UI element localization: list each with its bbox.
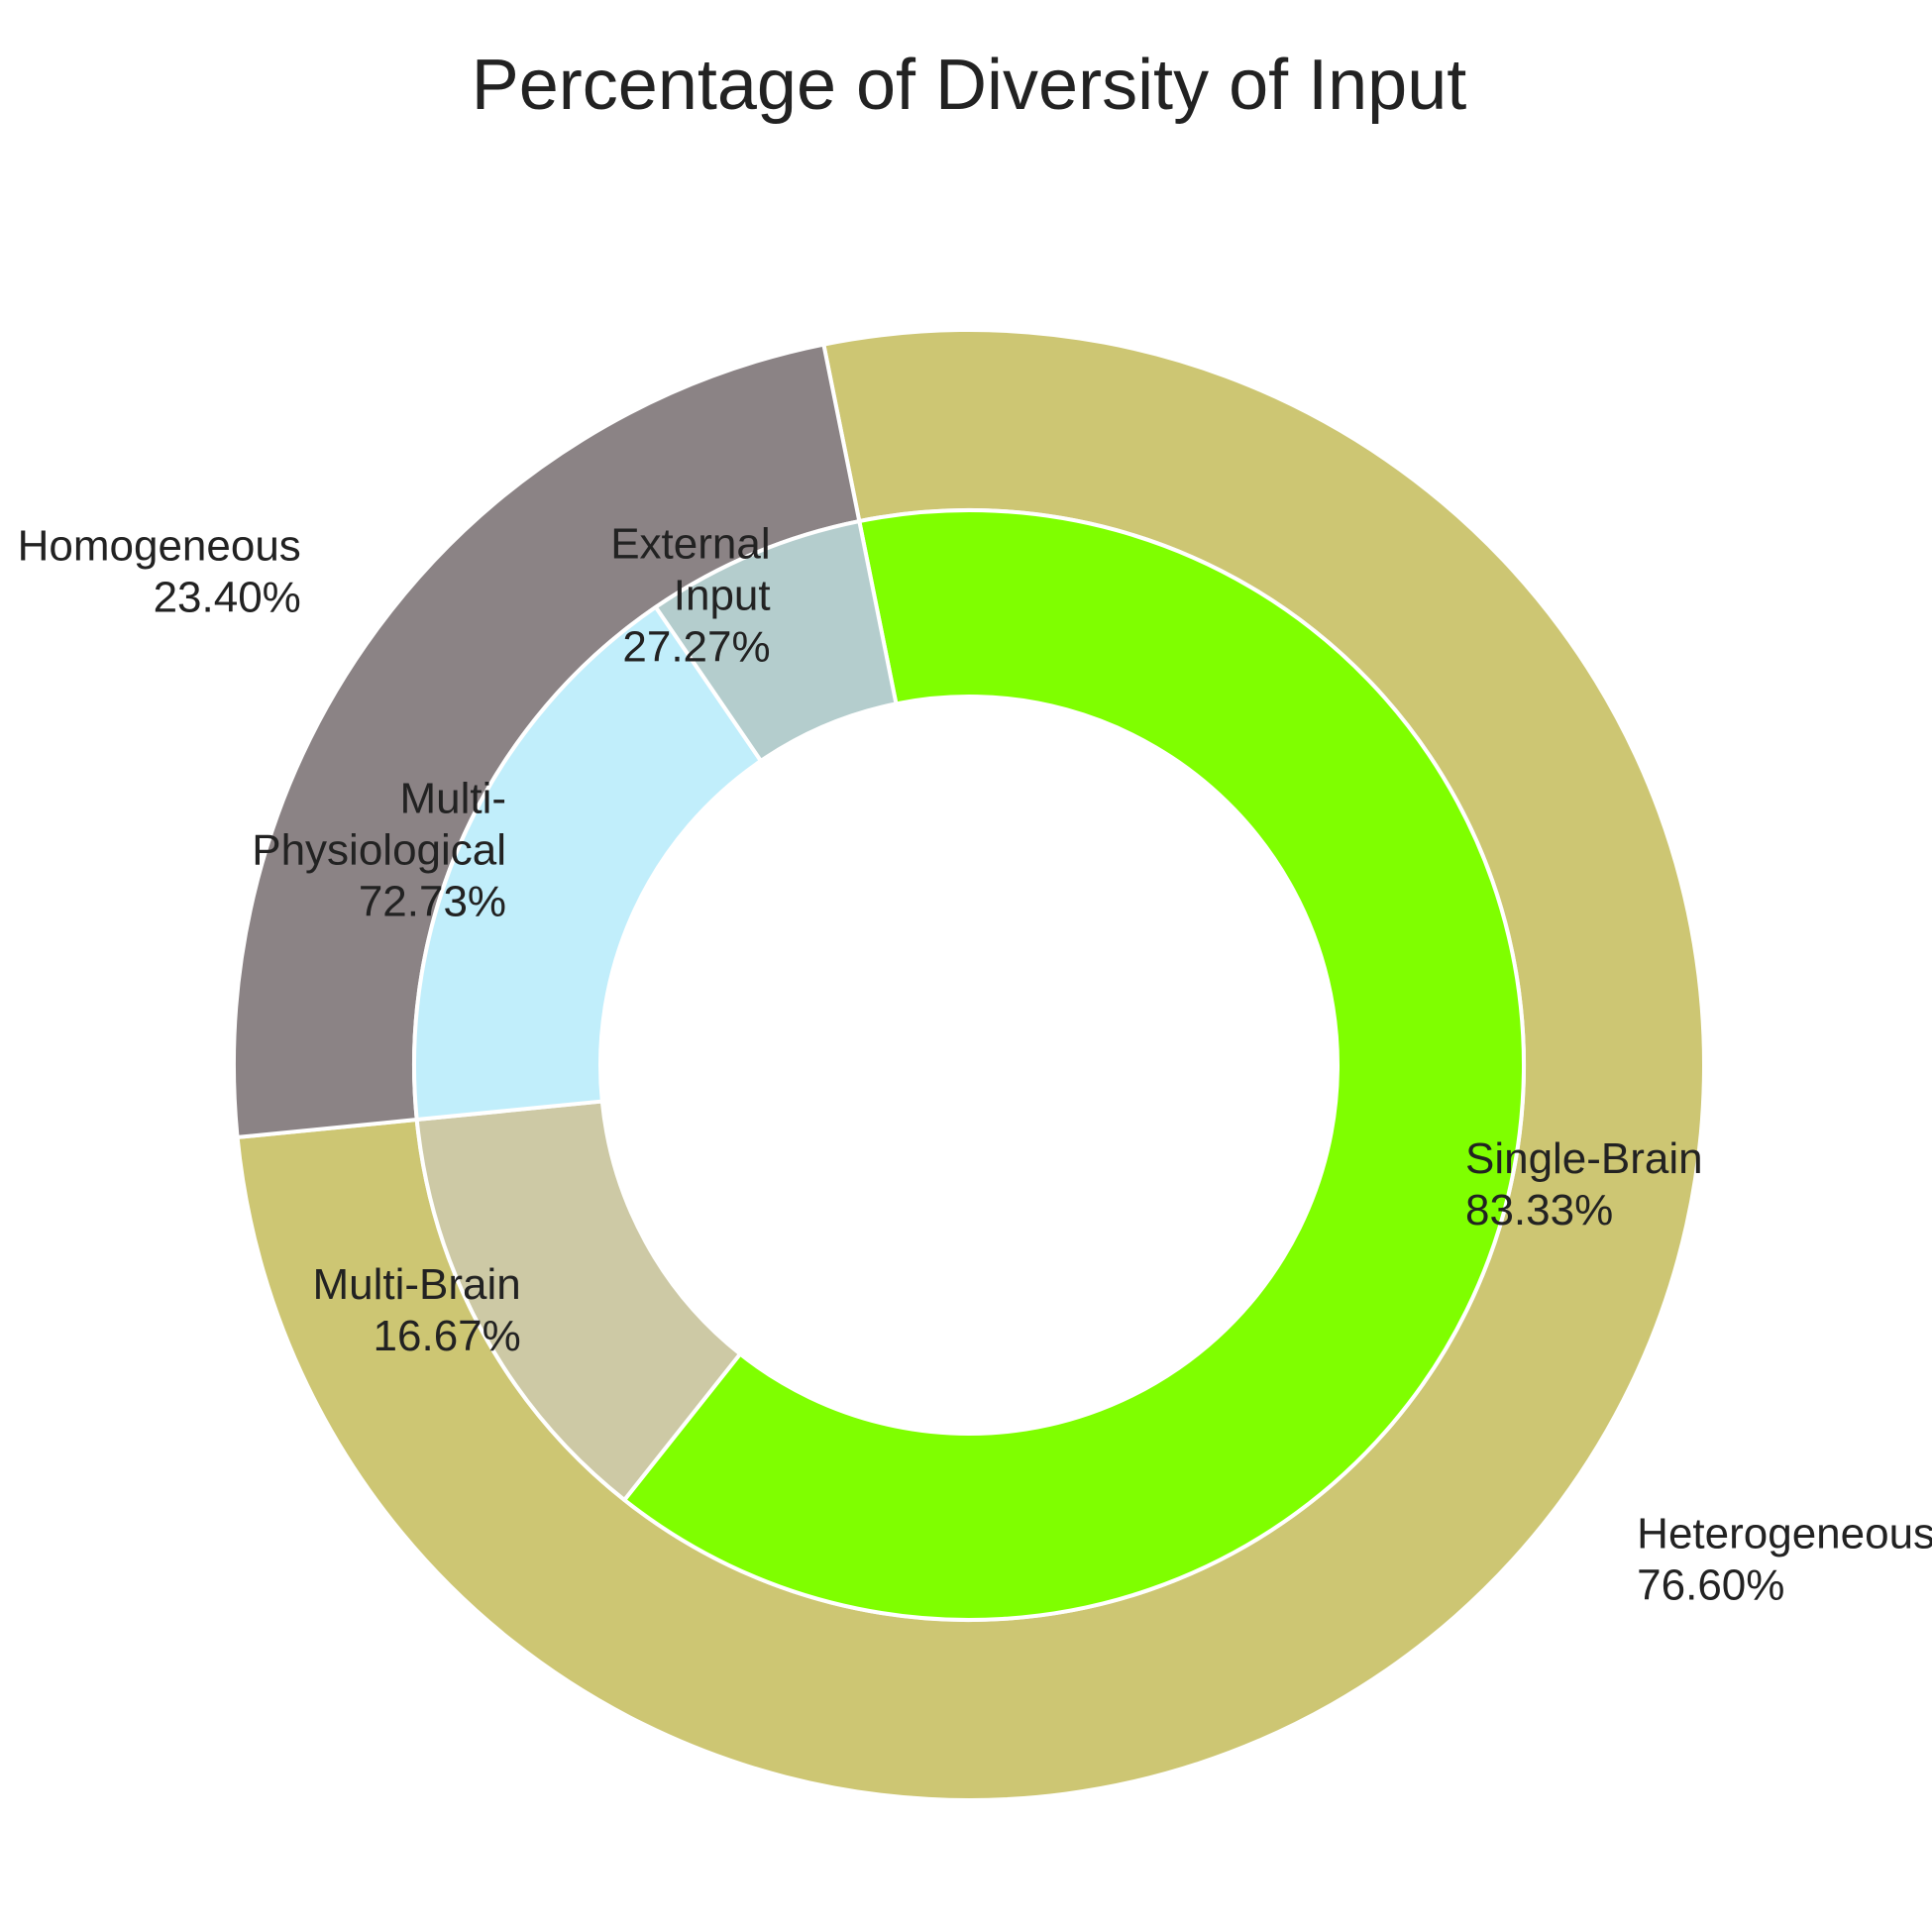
label-single-brain: Single-Brain 83.33% — [1465, 1134, 1703, 1234]
label-multi-physiological: Multi-Physiological 72.73% — [252, 774, 506, 925]
slice-external-input — [653, 519, 899, 763]
slice-labels: Heterogeneous 76.60% Homogeneous 23.40% Sing… — [18, 519, 1932, 1609]
inner-ring — [412, 508, 1526, 1622]
slice-single-brain — [622, 508, 1526, 1622]
label-external-input: External Input 27.27% — [610, 519, 770, 671]
label-heterogeneous: Heterogeneous 76.60% — [1637, 1509, 1932, 1609]
slice-multi-physiological — [412, 604, 763, 1123]
label-multi-brain: Multi-Brain 16.67% — [312, 1260, 520, 1360]
label-homogeneous: Homogeneous 23.40% — [18, 522, 301, 622]
chart-title: Percentage of Diversity of Input — [472, 46, 1467, 125]
